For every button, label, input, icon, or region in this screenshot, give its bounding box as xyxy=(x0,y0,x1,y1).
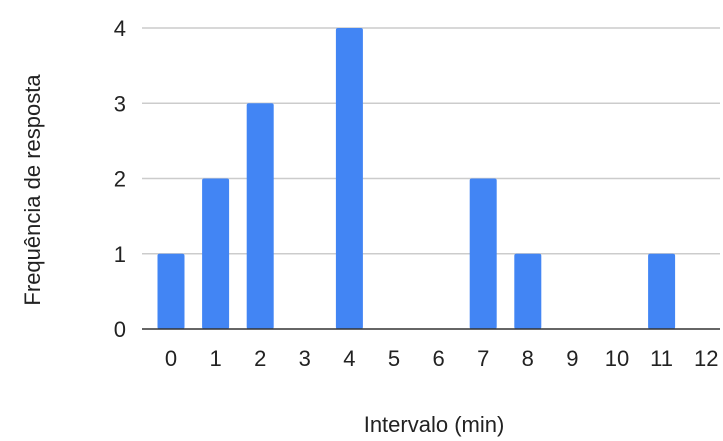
x-tick-label: 12 xyxy=(694,346,718,371)
x-tick-label: 7 xyxy=(477,346,489,371)
y-tick-label: 0 xyxy=(114,317,126,342)
y-tick-label: 2 xyxy=(114,167,126,192)
y-tick-label: 3 xyxy=(114,91,126,116)
x-tick-label: 1 xyxy=(209,346,221,371)
bar-1 xyxy=(202,179,229,330)
bar-8 xyxy=(514,254,541,329)
bar-2 xyxy=(247,103,274,329)
x-tick-label: 10 xyxy=(605,346,629,371)
x-tick-labels: 0 1 2 3 4 5 6 7 8 9 10 11 12 xyxy=(165,346,719,371)
y-tick-labels: 0 1 2 3 4 xyxy=(114,16,126,342)
x-tick-label: 0 xyxy=(165,346,177,371)
x-tick-label: 5 xyxy=(388,346,400,371)
bar-11 xyxy=(648,254,675,329)
x-tick-label: 9 xyxy=(566,346,578,371)
x-tick-label: 3 xyxy=(299,346,311,371)
x-tick-label: 4 xyxy=(343,346,355,371)
bar-0 xyxy=(158,254,185,329)
x-axis-title: Intervalo (min) xyxy=(364,412,505,437)
y-axis-title: Frequência de resposta xyxy=(20,74,45,306)
bar-7 xyxy=(470,179,497,330)
x-tick-label: 2 xyxy=(254,346,266,371)
y-tick-label: 1 xyxy=(114,242,126,267)
bar-4 xyxy=(336,28,363,329)
x-tick-label: 8 xyxy=(522,346,534,371)
y-tick-label: 4 xyxy=(114,16,126,41)
x-tick-label: 11 xyxy=(650,346,673,371)
x-tick-label: 6 xyxy=(432,346,444,371)
